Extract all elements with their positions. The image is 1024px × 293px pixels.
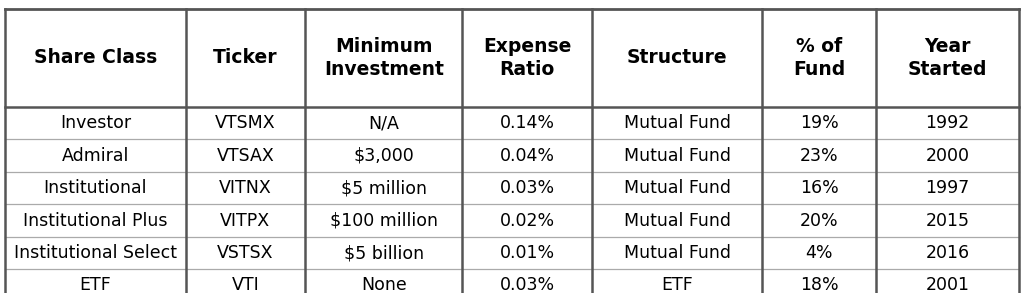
Text: Minimum
Investment: Minimum Investment — [324, 37, 443, 79]
Text: VTSAX: VTSAX — [216, 146, 274, 165]
Text: 20%: 20% — [800, 212, 839, 230]
Text: Mutual Fund: Mutual Fund — [624, 114, 731, 132]
Text: 0.01%: 0.01% — [500, 244, 555, 262]
Text: 19%: 19% — [800, 114, 839, 132]
Text: Admiral: Admiral — [61, 146, 129, 165]
Text: N/A: N/A — [369, 114, 399, 132]
Text: Mutual Fund: Mutual Fund — [624, 146, 731, 165]
Text: 4%: 4% — [806, 244, 833, 262]
Text: VITPX: VITPX — [220, 212, 270, 230]
Text: $5 million: $5 million — [341, 179, 427, 197]
Text: Structure: Structure — [627, 48, 728, 67]
Text: Ticker: Ticker — [213, 48, 278, 67]
Text: VITNX: VITNX — [219, 179, 271, 197]
Text: 0.02%: 0.02% — [500, 212, 555, 230]
Text: Mutual Fund: Mutual Fund — [624, 179, 731, 197]
Text: 16%: 16% — [800, 179, 839, 197]
Text: ETF: ETF — [80, 277, 112, 293]
Text: Year
Started: Year Started — [907, 37, 987, 79]
Text: 2016: 2016 — [926, 244, 970, 262]
Text: Institutional Plus: Institutional Plus — [24, 212, 168, 230]
Text: Share Class: Share Class — [34, 48, 157, 67]
Text: Institutional Select: Institutional Select — [14, 244, 177, 262]
Text: $100 million: $100 million — [330, 212, 437, 230]
Text: % of
Fund: % of Fund — [793, 37, 845, 79]
Text: 2001: 2001 — [926, 277, 970, 293]
Text: Expense
Ratio: Expense Ratio — [483, 37, 571, 79]
Text: 1997: 1997 — [926, 179, 970, 197]
Text: VTSMX: VTSMX — [215, 114, 275, 132]
Text: ETF: ETF — [662, 277, 693, 293]
Text: 2015: 2015 — [926, 212, 970, 230]
Text: 0.04%: 0.04% — [500, 146, 555, 165]
Text: $5 billion: $5 billion — [344, 244, 424, 262]
Text: 18%: 18% — [800, 277, 839, 293]
Text: 0.03%: 0.03% — [500, 277, 555, 293]
Text: Mutual Fund: Mutual Fund — [624, 212, 731, 230]
Text: VTI: VTI — [231, 277, 259, 293]
Text: 0.14%: 0.14% — [500, 114, 555, 132]
Text: 0.03%: 0.03% — [500, 179, 555, 197]
Text: VSTSX: VSTSX — [217, 244, 273, 262]
Text: None: None — [360, 277, 407, 293]
Text: Institutional: Institutional — [44, 179, 147, 197]
Text: $3,000: $3,000 — [353, 146, 414, 165]
Text: Mutual Fund: Mutual Fund — [624, 244, 731, 262]
Text: 1992: 1992 — [926, 114, 970, 132]
Text: 23%: 23% — [800, 146, 839, 165]
Text: 2000: 2000 — [926, 146, 970, 165]
Text: Investor: Investor — [59, 114, 131, 132]
